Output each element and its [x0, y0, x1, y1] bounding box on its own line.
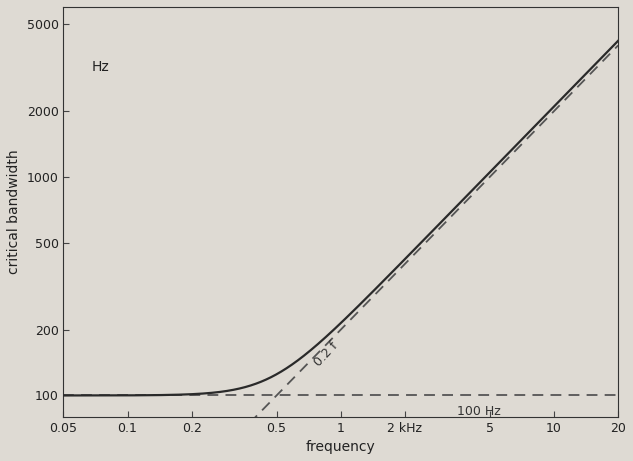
Text: 100 Hz: 100 Hz	[457, 406, 501, 419]
Text: Hz: Hz	[92, 59, 110, 74]
Y-axis label: critical bandwidth: critical bandwidth	[7, 149, 21, 274]
Text: 0.2 f: 0.2 f	[311, 339, 340, 369]
X-axis label: frequency: frequency	[306, 440, 375, 454]
